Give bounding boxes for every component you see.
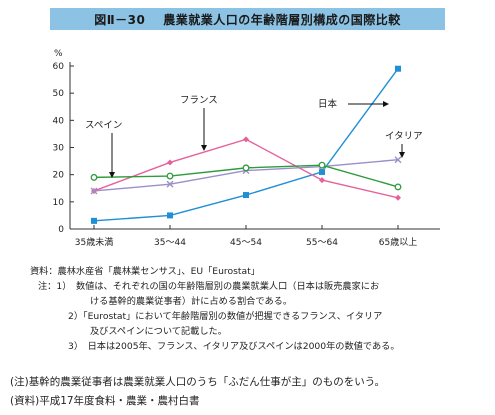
annotation-arrowhead	[109, 172, 115, 178]
series-label-italy: イタリア	[385, 131, 423, 142]
note-2-line-1: 2）「Eurostat」において年齢階層別の数値が把握できるフランス、イタリア	[68, 311, 383, 322]
annotation-arrowhead	[383, 101, 389, 107]
x-tick-label: 55～64	[306, 238, 338, 248]
x-tick-label: 35歳未満	[75, 236, 113, 248]
data-point-日本-65歳以上	[395, 65, 401, 72]
x-tick-label: 65歳以上	[379, 236, 417, 248]
x-tick-label: 45～54	[230, 238, 262, 248]
x-tick-label: 35～44	[154, 238, 186, 248]
y-tick-label: 20	[53, 171, 65, 181]
data-point-スペイン-35歳未満	[90, 173, 98, 181]
data-point-日本-55～64	[319, 168, 325, 175]
y-tick-label: 40	[53, 116, 65, 126]
annotation-arrowhead	[201, 145, 207, 151]
data-point-スペイン-65歳以上	[394, 183, 402, 191]
figure-title: 農業就業人口の年齢階層別構成の国際比較	[163, 12, 401, 27]
data-point-スペイン-45～54	[242, 164, 250, 172]
y-tick-label: 30	[53, 144, 65, 154]
source-note: 資料：農林水産省「農林業センサス」、EU「Eurostat」	[30, 266, 260, 277]
chart-notes: 資料：農林水産省「農林業センサス」、EU「Eurostat」 注：1） 数値は、…	[30, 264, 485, 354]
data-point-フランス-65歳以上	[395, 194, 401, 201]
data-point-日本-35～44	[167, 212, 173, 219]
y-tick-label: 50	[53, 89, 65, 99]
data-point-イタリア-35歳未満	[90, 187, 98, 195]
y-tick-label: 10	[53, 198, 65, 208]
series-label-spain: スペイン	[85, 120, 122, 131]
data-point-フランス-45～54	[243, 136, 249, 143]
data-point-イタリア-65歳以上	[394, 156, 402, 164]
figure-number: 図Ⅱ－30	[94, 12, 146, 27]
series-label-france: フランス	[180, 95, 218, 106]
note-1-line-2: ける基幹的農業従事者）計に占める割合である。	[90, 296, 293, 307]
data-point-イタリア-35～44	[166, 180, 174, 188]
data-point-日本-45～54	[243, 192, 249, 199]
figure-title-bar: 図Ⅱ－30 農業就業人口の年齢階層別構成の国際比較	[50, 8, 445, 30]
note-3: 3） 日本は2005年、フランス、イタリア及びスペインは2000年の数値である。	[68, 341, 400, 352]
data-point-フランス-55～64	[319, 177, 325, 184]
y-tick-label: 0	[58, 225, 64, 235]
annotation-arrowhead	[399, 152, 405, 158]
data-point-日本-35歳未満	[91, 217, 97, 224]
note-1-line-1: 注：1） 数値は、それぞれの国の年齢階層別の農業就業人口（日本は販売農家にお	[38, 281, 380, 292]
series-label-japan: 日本	[318, 98, 338, 110]
y-tick-label: 60	[53, 62, 65, 72]
y-axis-unit: %	[54, 49, 63, 59]
data-point-フランス-35～44	[167, 159, 173, 166]
data-point-スペイン-55～64	[318, 161, 326, 169]
footer-note: (注)基幹的農業従事者は農業就業人口のうち「ふだん仕事が主」のものをいう。	[10, 376, 386, 388]
note-2-line-2: 及びスペインについて記載した。	[90, 326, 227, 337]
series-line-イタリア	[93, 159, 399, 192]
footer-source: (資料)平成17年度食料・農業・農村白書	[10, 395, 200, 407]
data-point-スペイン-35～44	[166, 172, 174, 180]
